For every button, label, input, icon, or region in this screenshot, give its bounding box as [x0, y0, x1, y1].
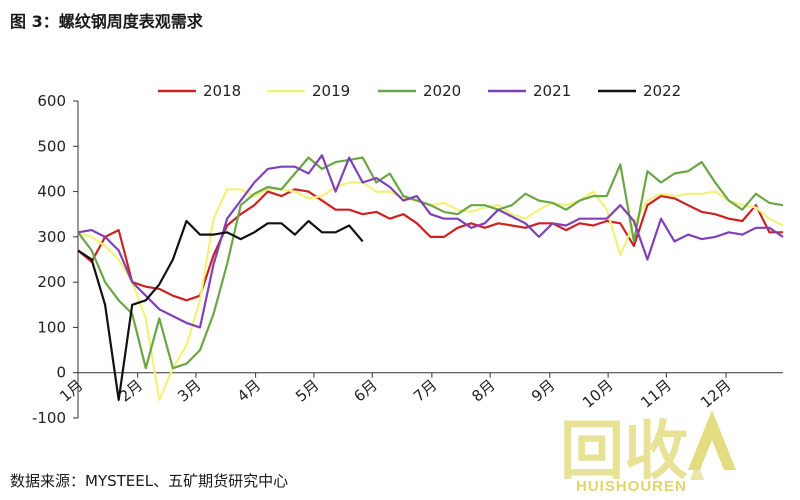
series-line-2022: [77, 219, 364, 401]
x-tick-label: 7月: [410, 376, 440, 406]
legend-label-2019: 2019: [312, 82, 350, 100]
watermark-chinese: 回收: [560, 415, 688, 489]
series-line-2021: [77, 154, 784, 329]
y-tick-label: 200: [37, 273, 66, 291]
y-tick-label: 300: [37, 228, 66, 246]
chart-axes: [77, 101, 783, 418]
x-tick-label: 8月: [468, 376, 498, 406]
y-tick-label: 400: [37, 183, 66, 201]
series-lines: [77, 154, 784, 401]
legend-label-2022: 2022: [643, 82, 681, 100]
y-tick-label: -100: [32, 409, 66, 427]
series-line-2018: [77, 188, 783, 302]
x-tick-label: 3月: [174, 376, 204, 406]
watermark-logo-icon: [688, 410, 736, 480]
series-line-2020: [77, 156, 784, 370]
y-tick-label: 0: [56, 364, 66, 382]
legend-label-2020: 2020: [423, 82, 461, 100]
x-tick-label: 4月: [234, 376, 264, 406]
y-tick-label: 600: [37, 92, 66, 110]
x-tick-label: 5月: [292, 376, 322, 406]
x-tick-label: 9月: [528, 376, 558, 406]
y-axis-ticks: -100 0 100 200 300 400 500 600: [32, 92, 78, 427]
y-tick-label: 500: [37, 137, 66, 155]
legend: 2018 2019 2020 2021 2022: [158, 82, 681, 100]
y-tick-label: 100: [37, 318, 66, 336]
figure-title: 图 3：螺纹钢周度表观需求: [10, 12, 203, 31]
source-note: 数据来源：MYSTEEL、五矿期货研究中心: [10, 472, 289, 490]
x-tick-label: 6月: [350, 376, 380, 406]
legend-label-2021: 2021: [533, 82, 571, 100]
watermark-brand: HUISHOUREN: [576, 478, 687, 495]
legend-label-2018: 2018: [203, 82, 241, 100]
